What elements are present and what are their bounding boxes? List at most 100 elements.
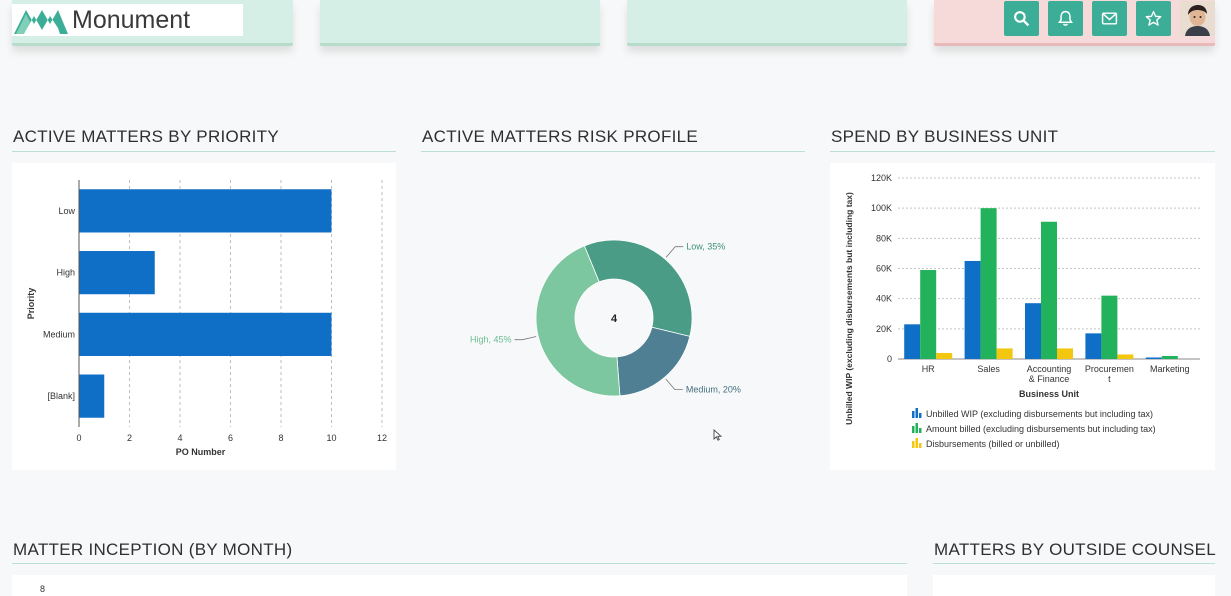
brand-logo[interactable]: Monument [12, 4, 243, 36]
summary-card-2[interactable] [320, 0, 600, 46]
inception-chart-panel: 8 [12, 575, 907, 596]
legend-swatch [915, 423, 918, 433]
legend-swatch [915, 438, 918, 448]
bar [1145, 357, 1162, 359]
y-tick-label: 0 [887, 354, 892, 364]
bar [996, 348, 1013, 359]
donut-slice [583, 239, 693, 337]
bar [1085, 333, 1102, 359]
priority-bar-chart: 0 2 4 6 8 10 12 Low High Medium [Blank] PO Number Pr… [26, 180, 387, 457]
slice-label: Low, 35% [686, 242, 725, 252]
brand-name: Monument [72, 5, 191, 34]
x-tick-label: 4 [177, 433, 182, 443]
bar [920, 270, 937, 359]
spend-chart-panel: 0 20K 40K 60K 80K 100K 120K HR Sales Accounting & … [830, 163, 1215, 470]
inception-y-tick: 8 [40, 584, 46, 594]
monument-logo-icon [14, 10, 68, 34]
x-category-label: HR [922, 364, 935, 374]
spend-grouped-bar-chart: 0 20K 40K 60K 80K 100K 120K HR Sales Accounting& … [844, 173, 1200, 449]
x-tick-label: 2 [127, 433, 132, 443]
user-avatar[interactable] [1180, 1, 1215, 36]
x-tick-label: 6 [228, 433, 233, 443]
x-axis-title: PO Number [176, 447, 226, 457]
slice-label: High, 45% [470, 335, 512, 345]
section-title-risk: ACTIVE MATTERS RISK PROFILE [422, 127, 699, 146]
y-axis-title: Priority [26, 288, 36, 320]
y-tick-label: 80K [876, 233, 892, 243]
favorites-button[interactable] [1136, 1, 1171, 36]
x-category-label: t [1108, 374, 1111, 384]
y-category-label: Medium [43, 329, 75, 339]
label-leader-line [665, 246, 684, 258]
x-category-label: Sales [977, 364, 1000, 374]
bar [936, 352, 953, 359]
bar [1117, 354, 1134, 359]
section-divider [933, 563, 1215, 564]
x-tick-label: 0 [76, 433, 81, 443]
counsel-chart-panel [933, 575, 1215, 596]
risk-chart-panel: Low, 35% Medium, 20% High, 45% 4 [421, 163, 805, 470]
legend-entry: Unbilled WIP (excluding disbursements bu… [926, 409, 1153, 419]
section-title-priority: ACTIVE MATTERS BY PRIORITY [13, 127, 279, 146]
bar [1161, 355, 1178, 359]
y-category-label: High [56, 268, 75, 278]
bar [980, 208, 997, 359]
legend-swatch [912, 411, 915, 418]
x-category-label: & Finance [1029, 374, 1070, 384]
legend-swatch [919, 428, 922, 433]
bar [1101, 295, 1118, 359]
x-category-label: Marketing [1150, 364, 1190, 374]
legend-swatch [919, 413, 922, 418]
x-axis-title: Business Unit [1019, 389, 1079, 399]
section-divider [12, 151, 396, 152]
bell-icon [1058, 10, 1073, 26]
section-divider [421, 151, 805, 152]
slice-label: Medium, 20% [686, 385, 741, 395]
section-title-spend: SPEND BY BUSINESS UNIT [831, 127, 1059, 146]
legend-swatch [919, 443, 922, 448]
section-title-counsel: MATTERS BY OUTSIDE COUNSEL [934, 540, 1217, 559]
x-category-label: Accounting [1027, 364, 1072, 374]
x-tick-label: 12 [377, 433, 387, 443]
bar [1057, 348, 1073, 359]
risk-donut-chart: Low, 35% Medium, 20% High, 45% 4 [470, 239, 741, 397]
legend-entry: Amount billed (excluding disbursements b… [926, 424, 1156, 434]
messages-button[interactable] [1092, 1, 1127, 36]
notifications-button[interactable] [1048, 1, 1083, 36]
bar [1025, 303, 1041, 359]
search-icon [1014, 11, 1030, 27]
y-axis-title: Unbilled WIP (excluding disbursements bu… [844, 192, 854, 425]
bar [904, 324, 921, 359]
priority-chart-panel: 0 2 4 6 8 10 12 Low High Medium [Blank] PO Number Pr… [12, 163, 396, 470]
mouse-cursor-icon [713, 429, 722, 441]
y-category-label: Low [58, 206, 75, 216]
legend-swatch [912, 441, 915, 448]
summary-card-3[interactable] [627, 0, 907, 46]
bar [964, 260, 981, 359]
section-title-inception: MATTER INCEPTION (BY MONTH) [13, 540, 293, 559]
y-tick-label: 60K [876, 264, 892, 274]
y-tick-label: 40K [876, 294, 892, 304]
star-icon [1145, 10, 1162, 26]
donut-center-label: 4 [611, 313, 618, 325]
bar [79, 251, 155, 295]
bar [79, 312, 332, 356]
header-toolbar [1004, 1, 1215, 36]
bar [79, 374, 105, 418]
x-tick-label: 8 [278, 433, 283, 443]
avatar-image [1180, 1, 1215, 36]
y-tick-label: 120K [871, 173, 892, 183]
section-divider [830, 151, 1215, 152]
legend-swatch [912, 426, 915, 433]
y-tick-label: 100K [871, 203, 892, 213]
bar [79, 189, 332, 233]
search-button[interactable] [1004, 1, 1039, 36]
donut-slice [616, 326, 691, 397]
y-tick-label: 20K [876, 324, 892, 334]
section-divider [12, 563, 907, 564]
label-leader-line [514, 336, 537, 341]
legend-swatch [915, 408, 918, 418]
y-category-label: [Blank] [47, 391, 75, 401]
donut-slice [535, 245, 621, 397]
legend-entry: Disbursements (billed or unbilled) [926, 439, 1060, 449]
